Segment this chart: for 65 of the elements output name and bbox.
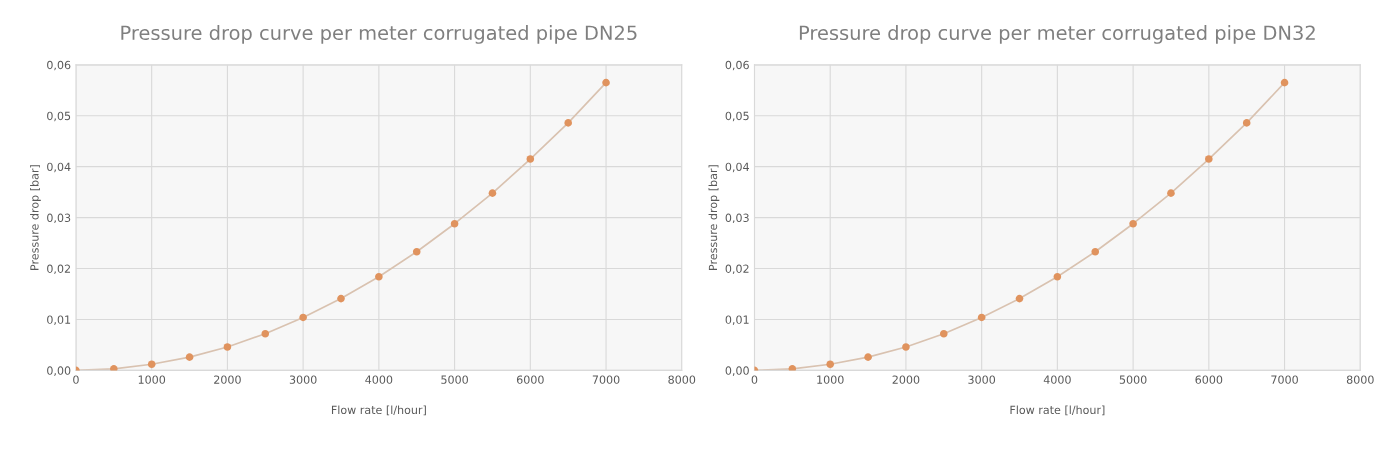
y-tick-label: 0,02 bbox=[725, 264, 749, 275]
point bbox=[1015, 294, 1024, 303]
point bbox=[1242, 119, 1251, 127]
x-tick-label: 3000 bbox=[289, 375, 317, 384]
y-tick-label: 0,04 bbox=[725, 162, 749, 173]
x-tick-label: 4000 bbox=[1043, 375, 1071, 384]
point bbox=[526, 155, 535, 163]
point bbox=[602, 78, 610, 87]
y-tick-label: 0,05 bbox=[725, 111, 749, 122]
point bbox=[977, 313, 986, 322]
x-tick-label: 5000 bbox=[1119, 375, 1147, 384]
y-tick-label: 0,01 bbox=[47, 315, 71, 325]
y-axis-title: Pressure drop [bar] bbox=[30, 165, 41, 270]
x-tick-label: 7000 bbox=[1271, 375, 1298, 384]
chart-title: Pressure drop curve per meter corrugated pipe DN25 bbox=[121, 25, 637, 44]
point bbox=[488, 189, 497, 197]
point bbox=[375, 272, 383, 281]
y-tick-label: 0,06 bbox=[725, 60, 749, 71]
point bbox=[1091, 247, 1100, 256]
x-tick-label: 3000 bbox=[968, 375, 996, 384]
x-tick-label: 8000 bbox=[1346, 375, 1374, 384]
x-tick-label: 5000 bbox=[441, 375, 468, 384]
x-axis-title: Flow rate [l/hour] bbox=[1010, 405, 1105, 416]
point bbox=[902, 343, 910, 351]
point bbox=[1053, 272, 1062, 281]
y-tick-label: 0,06 bbox=[47, 60, 71, 71]
x-tick-label: 4000 bbox=[365, 375, 393, 384]
point bbox=[1280, 78, 1289, 87]
point bbox=[1205, 155, 1213, 163]
point bbox=[223, 343, 232, 351]
point bbox=[299, 313, 307, 322]
point bbox=[939, 329, 948, 338]
point bbox=[1167, 189, 1175, 197]
y-tick-label: 0,03 bbox=[47, 213, 71, 224]
point bbox=[1129, 219, 1137, 228]
y-axis-title: Pressure drop [bar] bbox=[708, 165, 720, 270]
y-tick-label: 0,05 bbox=[47, 111, 71, 122]
y-tick-label: 0,00 bbox=[725, 366, 749, 376]
x-tick-label: 6000 bbox=[1195, 375, 1223, 384]
point bbox=[412, 247, 421, 256]
x-tick-label: 0 bbox=[73, 375, 79, 384]
chart-title: Pressure drop curve per meter corrugated pipe DN32 bbox=[799, 25, 1315, 44]
x-tick-label: 8000 bbox=[668, 375, 696, 384]
x-tick-label: 2000 bbox=[892, 375, 920, 384]
y-tick-label: 0,04 bbox=[47, 162, 71, 173]
y-tick-label: 0,01 bbox=[725, 315, 749, 325]
point bbox=[147, 360, 156, 369]
x-tick-label: 7000 bbox=[592, 375, 620, 384]
x-tick-label: 6000 bbox=[516, 375, 544, 384]
y-tick-label: 0,00 bbox=[47, 366, 71, 376]
x-tick-label: 0 bbox=[751, 375, 758, 384]
x-tick-label: 1000 bbox=[138, 375, 166, 384]
x-tick-label: 2000 bbox=[214, 375, 241, 384]
point bbox=[110, 365, 118, 371]
y-tick-label: 0,03 bbox=[725, 213, 749, 224]
x-tick-label: 1000 bbox=[817, 375, 844, 384]
point bbox=[337, 294, 345, 303]
point bbox=[450, 219, 459, 228]
point bbox=[564, 119, 572, 127]
point bbox=[826, 360, 834, 369]
point bbox=[185, 353, 194, 361]
x-axis-title: Flow rate [l/hour] bbox=[331, 405, 426, 416]
y-tick-label: 0,02 bbox=[47, 264, 70, 275]
point bbox=[864, 353, 872, 361]
point bbox=[261, 329, 270, 338]
